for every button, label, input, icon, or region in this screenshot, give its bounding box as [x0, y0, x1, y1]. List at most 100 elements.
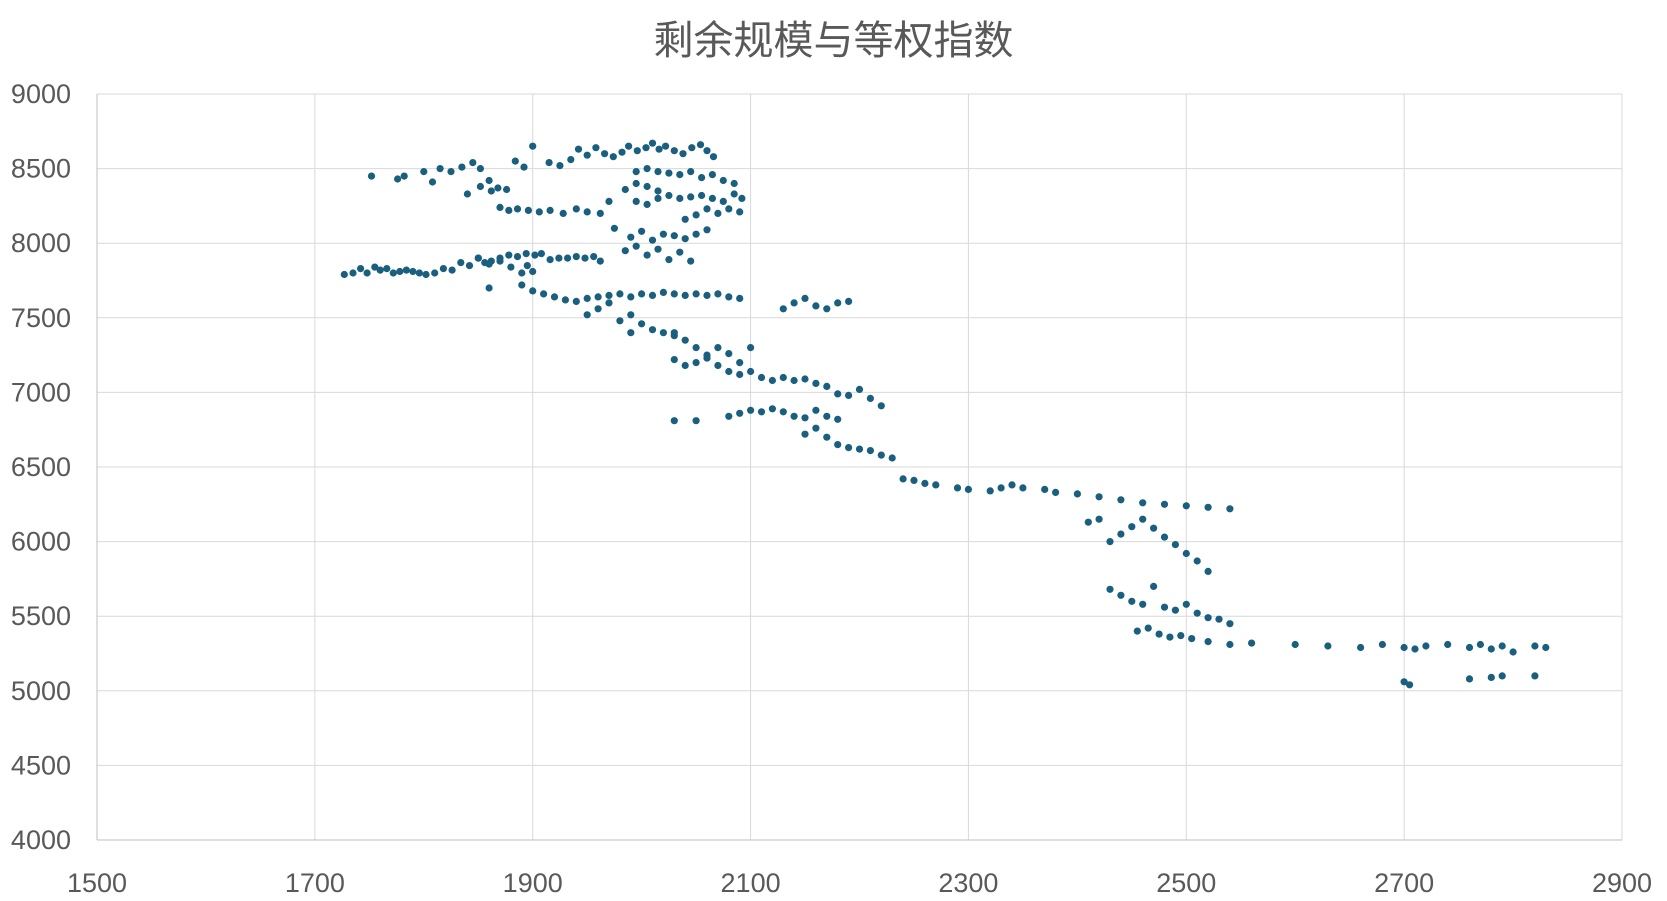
data-point [670, 232, 678, 240]
data-point [866, 394, 875, 402]
data-point [422, 270, 430, 279]
data-point [476, 182, 484, 191]
data-point [618, 148, 626, 156]
data-point [546, 256, 554, 264]
data-point [1204, 614, 1212, 622]
data-point [1128, 597, 1136, 605]
data-point [659, 329, 668, 337]
data-point [655, 145, 663, 153]
data-point [1106, 585, 1114, 593]
data-point [648, 236, 657, 244]
data-point [574, 145, 583, 153]
data-point [1171, 606, 1179, 614]
data-point [845, 444, 853, 452]
data-point [596, 209, 604, 217]
data-point [627, 293, 635, 301]
data-point [692, 417, 700, 425]
data-point [670, 147, 678, 155]
data-point [692, 290, 700, 298]
data-point [1182, 549, 1190, 558]
data-point [564, 254, 572, 262]
x-tick-label: 1700 [285, 868, 345, 898]
data-point [638, 320, 646, 328]
y-tick-label: 7000 [11, 377, 71, 407]
data-point [485, 176, 493, 185]
data-point [643, 182, 651, 191]
data-point [1150, 582, 1158, 591]
data-point [730, 190, 738, 198]
data-point [855, 445, 864, 453]
data-point [503, 185, 511, 194]
data-point [487, 187, 495, 195]
data-point [616, 290, 624, 298]
data-point [855, 385, 864, 393]
data-point [736, 208, 744, 216]
data-point [709, 153, 718, 161]
data-point [1400, 678, 1408, 686]
axes [96, 94, 1622, 841]
data-point [1215, 615, 1223, 623]
data-point [703, 147, 711, 155]
data-point [779, 305, 787, 313]
data-point [1041, 485, 1049, 493]
data-point [524, 206, 533, 214]
data-point [670, 417, 678, 425]
data-point [681, 361, 689, 370]
data-point [845, 391, 853, 399]
data-point [790, 412, 798, 420]
data-point [458, 163, 466, 171]
x-tick-label: 1900 [503, 868, 563, 898]
data-point [1160, 603, 1169, 611]
data-point [511, 157, 519, 165]
data-point [396, 267, 404, 276]
data-point [1487, 645, 1495, 653]
data-point [1182, 502, 1190, 510]
data-point [779, 408, 787, 416]
data-point [654, 245, 662, 253]
data-point [692, 230, 700, 238]
data-point [681, 336, 689, 344]
data-point [692, 211, 700, 219]
data-point [643, 165, 651, 173]
x-tick-label: 2100 [721, 868, 781, 898]
data-point [349, 269, 357, 277]
data-point [531, 251, 539, 259]
data-point [507, 263, 515, 271]
data-point [703, 205, 711, 213]
data-point [596, 257, 604, 265]
data-point [594, 305, 602, 313]
data-point [1465, 675, 1474, 683]
data-point [561, 296, 570, 304]
data-point [736, 370, 744, 379]
data-point [648, 326, 657, 334]
data-point [708, 194, 717, 202]
data-point [1160, 500, 1169, 508]
data-point [801, 414, 809, 422]
data-point [1400, 643, 1408, 652]
data-point [738, 194, 746, 202]
data-point [665, 191, 673, 200]
grid [96, 93, 1623, 841]
data-point [932, 481, 940, 489]
data-point [665, 169, 673, 177]
data-point [834, 390, 842, 398]
y-tick-label: 9000 [11, 79, 71, 109]
data-point [457, 259, 465, 267]
data-point [1204, 567, 1212, 576]
data-point [476, 165, 484, 173]
data-point [505, 251, 513, 259]
data-point [1498, 672, 1506, 680]
data-point [367, 172, 376, 180]
data-point [505, 206, 513, 214]
y-tick-label: 8500 [11, 154, 71, 184]
data-point [594, 293, 602, 301]
data-point [812, 302, 820, 310]
data-point [535, 208, 543, 216]
data-point [997, 484, 1005, 492]
data-point [1188, 635, 1196, 643]
data-point [1139, 600, 1147, 608]
data-point [1291, 640, 1299, 649]
data-point [632, 179, 640, 188]
data-point [513, 205, 522, 213]
data-point [823, 433, 831, 441]
